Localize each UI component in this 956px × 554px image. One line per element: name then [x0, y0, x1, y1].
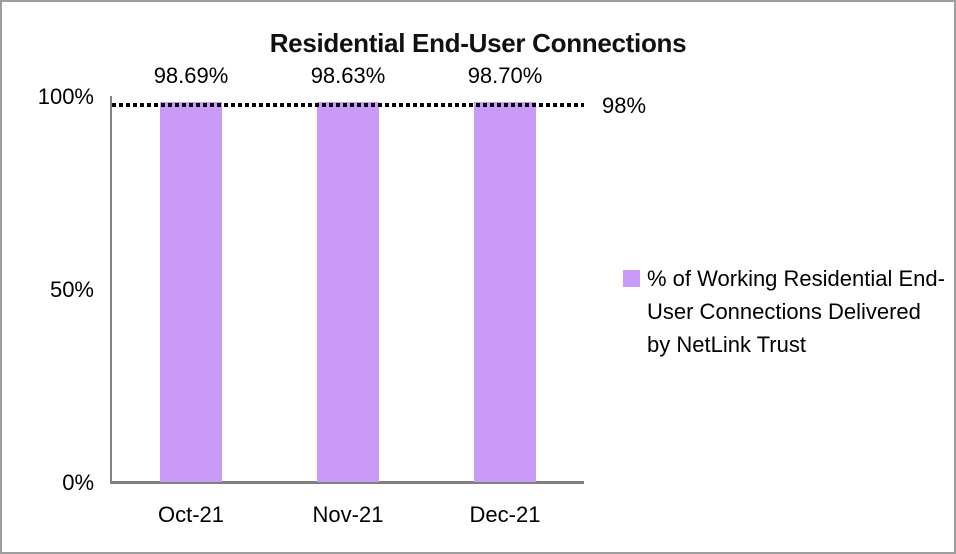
- x-axis-category-label: Oct-21: [157, 502, 225, 527]
- x-axis-line: [110, 481, 584, 484]
- x-axis-category-label: Nov-21: [312, 502, 384, 527]
- bar-dec-21: [474, 102, 536, 482]
- bar-nov-21: [317, 102, 379, 482]
- x-axis-category-label: Dec-21: [469, 502, 541, 527]
- target-reference-line: [112, 103, 584, 107]
- target-line-label: 98%: [602, 93, 647, 118]
- bar-value-label: 98.70%: [467, 63, 543, 88]
- y-axis-tick-label: 0%: [62, 470, 94, 495]
- bar-value-label: 98.63%: [310, 63, 386, 88]
- legend-series-label: % of Working Residential End-User Connec…: [647, 266, 945, 357]
- bar-value-label: 98.69%: [153, 63, 229, 88]
- y-axis-tick-label: 100%: [37, 84, 94, 109]
- bar-oct-21: [160, 102, 222, 482]
- y-axis-line: [110, 96, 112, 483]
- legend-swatch-icon: [623, 270, 640, 287]
- chart-title: Residential End-User Connections: [269, 28, 687, 58]
- y-axis-tick-label: 50%: [49, 277, 94, 302]
